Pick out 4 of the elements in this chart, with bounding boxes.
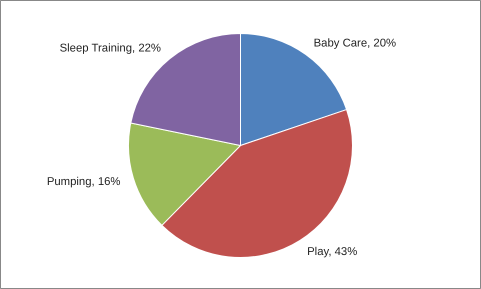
slice-label: Play, 43% [307, 246, 358, 258]
slice-label: Sleep Training, 22% [60, 42, 161, 54]
slice-label: Baby Care, 20% [314, 38, 396, 50]
slice-label: Pumping, 16% [46, 176, 121, 188]
